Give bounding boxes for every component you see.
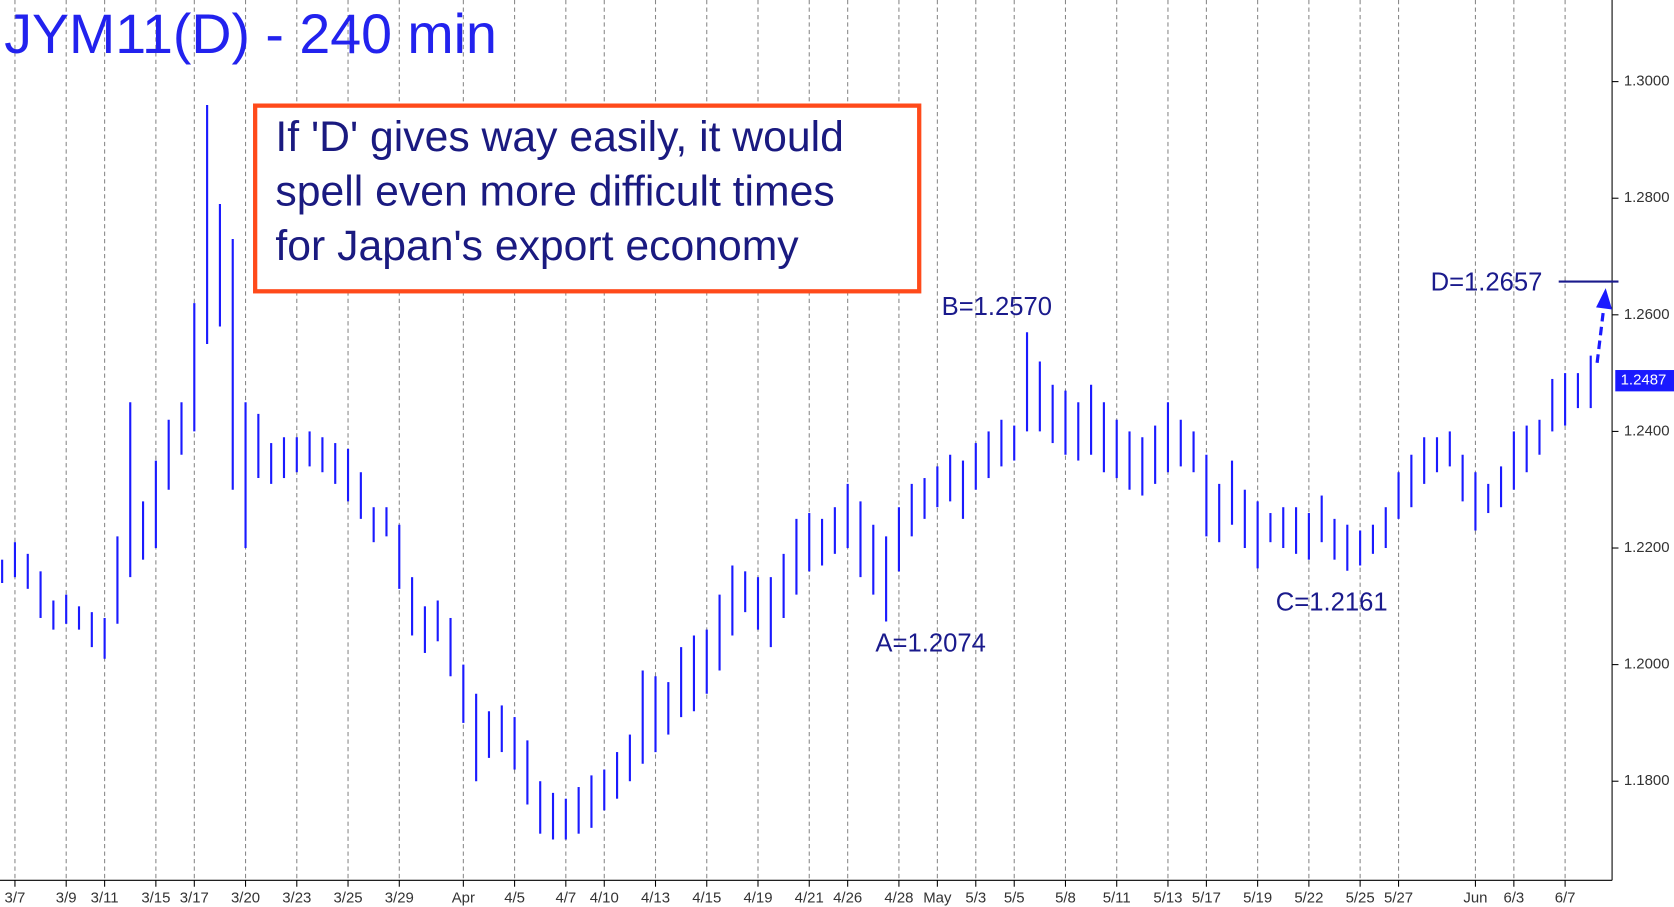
x-tick-label: 4/7 bbox=[555, 889, 576, 906]
note-line: spell even more difficult times bbox=[275, 167, 834, 215]
x-tick-label: Jun bbox=[1463, 889, 1487, 906]
x-tick-label: 4/19 bbox=[743, 889, 772, 906]
y-tick-label: 1.2200 bbox=[1624, 539, 1670, 556]
x-tick-label: 3/17 bbox=[180, 889, 209, 906]
x-tick-label: 5/11 bbox=[1103, 889, 1131, 906]
x-tick-label: 5/8 bbox=[1055, 889, 1076, 906]
x-tick-label: 3/15 bbox=[141, 889, 170, 906]
x-tick-label: 3/25 bbox=[333, 889, 362, 906]
x-tick-label: 4/26 bbox=[833, 889, 862, 906]
y-tick-label: 1.1800 bbox=[1624, 772, 1670, 789]
x-tick-label: 4/5 bbox=[504, 889, 525, 906]
y-tick-label: 1.3000 bbox=[1624, 73, 1670, 90]
x-tick-label: 5/3 bbox=[965, 889, 986, 906]
x-tick-label: 5/17 bbox=[1192, 889, 1221, 906]
x-tick-label: 4/10 bbox=[590, 889, 619, 906]
x-tick-label: 3/9 bbox=[56, 889, 77, 906]
x-tick-label: 5/5 bbox=[1004, 889, 1025, 906]
x-tick-label: 5/27 bbox=[1384, 889, 1413, 906]
x-tick-label: 4/28 bbox=[884, 889, 913, 906]
arrow-head bbox=[1596, 288, 1613, 310]
x-tick-label: 4/21 bbox=[795, 889, 824, 906]
arrow bbox=[1595, 309, 1606, 363]
x-tick-label: 3/7 bbox=[5, 889, 26, 906]
note-line: for Japan's export economy bbox=[275, 222, 799, 270]
last-price-label: 1.2487 bbox=[1621, 372, 1667, 389]
y-tick-label: 1.2800 bbox=[1624, 189, 1670, 206]
y-tick-label: 1.2400 bbox=[1624, 422, 1670, 439]
x-tick-label: 3/23 bbox=[282, 889, 311, 906]
x-tick-label: 6/3 bbox=[1503, 889, 1524, 906]
y-tick-label: 1.2600 bbox=[1624, 306, 1670, 323]
chart-title: JYM11(D) - 240 min bbox=[4, 3, 497, 65]
note-box bbox=[253, 103, 922, 294]
x-tick-label: 5/19 bbox=[1243, 889, 1272, 906]
last-price-box bbox=[1615, 370, 1674, 392]
y-tick-label: 1.2000 bbox=[1624, 656, 1670, 673]
annotation: C=1.2161 bbox=[1276, 589, 1388, 617]
annotation: A=1.2074 bbox=[875, 629, 985, 657]
x-tick-label: May bbox=[923, 889, 952, 906]
x-tick-label: 5/13 bbox=[1153, 889, 1182, 906]
x-tick-label: 4/15 bbox=[692, 889, 721, 906]
x-tick-label: 3/11 bbox=[91, 889, 119, 906]
x-tick-label: 3/20 bbox=[231, 889, 260, 906]
x-tick-label: 3/29 bbox=[385, 889, 414, 906]
x-tick-label: Apr bbox=[452, 889, 475, 906]
x-tick-label: 6/7 bbox=[1555, 889, 1576, 906]
x-tick-label: 5/22 bbox=[1294, 889, 1323, 906]
x-tick-label: 4/13 bbox=[641, 889, 670, 906]
x-tick-label: 5/25 bbox=[1346, 889, 1375, 906]
note-line: If 'D' gives way easily, it would bbox=[275, 113, 843, 161]
plot bbox=[1, 0, 1592, 881]
annotation: D=1.2657 bbox=[1431, 269, 1543, 297]
annotation: B=1.2570 bbox=[942, 293, 1052, 321]
